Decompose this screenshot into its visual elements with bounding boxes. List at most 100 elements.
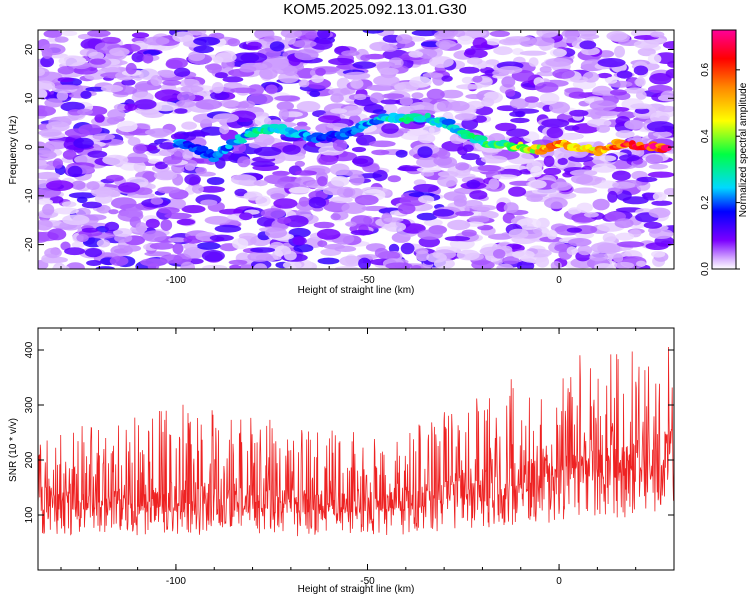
heatmap-cell xyxy=(407,129,429,136)
heatmap-cell xyxy=(298,79,310,88)
heatmap-cell xyxy=(334,266,359,269)
heatmap-cell xyxy=(411,265,422,269)
heatmap-cell xyxy=(219,125,230,135)
heatmap-cell xyxy=(350,78,364,89)
heatmap-cell xyxy=(288,227,311,238)
heatmap-cell xyxy=(463,49,488,59)
heatmap-cell xyxy=(309,90,321,98)
heatmap-cell xyxy=(43,30,63,38)
heatmap-cell xyxy=(440,89,464,99)
heatmap-cell xyxy=(650,111,670,124)
heatmap-cell xyxy=(546,229,558,240)
heatmap-cell xyxy=(316,228,341,240)
heatmap-cell xyxy=(100,84,124,93)
heatmap-cell xyxy=(561,36,582,44)
heatmap-cell xyxy=(594,110,620,117)
heatmap-cell xyxy=(447,100,470,112)
heatmap-cell xyxy=(535,255,550,268)
heatmap-cell xyxy=(570,76,589,83)
heatmap-cell xyxy=(195,167,207,175)
colorbar-label: Normalized spectral amplitude xyxy=(738,82,749,217)
heatmap-cell xyxy=(516,218,542,230)
heatmap-cell xyxy=(384,221,407,232)
heatmap-cell xyxy=(636,176,658,183)
heatmap-cell xyxy=(345,221,357,227)
heatmap-cell xyxy=(284,250,297,261)
heatmap-cell xyxy=(435,39,457,48)
heatmap-cell xyxy=(180,85,204,93)
heatmap-cell xyxy=(104,221,120,232)
heatmap-cell xyxy=(44,98,63,108)
heatmap-cell xyxy=(125,62,137,75)
heatmap-cell xyxy=(322,186,345,196)
heatmap-cell xyxy=(38,231,50,243)
heatmap-cell xyxy=(313,221,335,229)
heatmap-cell xyxy=(349,173,365,186)
ridge-point xyxy=(225,143,233,150)
heatmap-cell xyxy=(459,66,480,74)
colorbar-tick-label: 0.0 xyxy=(700,262,711,276)
heatmap-cell xyxy=(317,240,328,248)
heatmap-cell xyxy=(149,242,175,250)
heatmap-cell xyxy=(109,47,130,57)
heatmap-cell xyxy=(108,209,119,215)
heatmap-cell xyxy=(209,91,230,101)
heatmap-cell xyxy=(599,155,617,162)
heatmap-cell xyxy=(531,188,560,195)
spectrogram-frame xyxy=(37,29,675,270)
heatmap-cell xyxy=(456,84,483,90)
heatmap-cell xyxy=(505,89,516,97)
heatmap-cell xyxy=(566,227,583,233)
heatmap-cell xyxy=(96,239,111,248)
ridge-point xyxy=(196,145,209,152)
heatmap-cell xyxy=(247,251,272,262)
heatmap-cell xyxy=(611,170,631,181)
heatmap-cell xyxy=(308,196,327,209)
heatmap-cell xyxy=(61,201,77,208)
heatmap-cell xyxy=(336,77,350,90)
heatmap-cell xyxy=(550,181,572,191)
heatmap-cell xyxy=(147,263,160,269)
heatmap-cell xyxy=(154,89,183,102)
heatmap-cell xyxy=(388,57,404,68)
heatmap-cell xyxy=(343,71,371,80)
heatmap-cell xyxy=(81,227,99,233)
heatmap-cell xyxy=(541,118,570,128)
heatmap-cell xyxy=(456,249,480,261)
heatmap-cell xyxy=(180,261,195,269)
heatmap-cell xyxy=(109,256,129,266)
y-tick-label: 100 xyxy=(24,506,35,523)
heatmap-cell xyxy=(60,101,85,112)
heatmap-cell xyxy=(619,154,640,162)
heatmap-cell xyxy=(437,170,459,178)
heatmap-cell xyxy=(417,146,433,159)
heatmap-cell xyxy=(652,191,667,202)
heatmap-cell xyxy=(663,188,674,196)
heatmap-cell xyxy=(429,56,454,68)
heatmap-cell xyxy=(650,31,665,38)
heatmap-cell xyxy=(481,97,495,107)
heatmap-cell xyxy=(62,214,90,226)
heatmap-cell xyxy=(168,237,188,243)
heatmap-cell xyxy=(175,100,196,108)
heatmap-cell xyxy=(102,154,129,166)
heatmap-cell xyxy=(253,180,268,187)
heatmap-cell xyxy=(124,103,137,112)
heatmap-cell xyxy=(317,257,340,265)
heatmap-cell xyxy=(239,212,253,221)
heatmap-cell xyxy=(123,208,143,219)
heatmap-cell xyxy=(132,144,147,154)
heatmap-cell xyxy=(174,108,188,114)
y-tick-label: 10 xyxy=(24,92,35,104)
heatmap-cell xyxy=(388,243,400,254)
heatmap-cell xyxy=(536,71,557,77)
heatmap-cell xyxy=(380,99,401,105)
heatmap-cell xyxy=(293,244,314,253)
heatmap-cell xyxy=(592,163,617,173)
heatmap-cell xyxy=(193,36,221,46)
heatmap-cell xyxy=(546,127,564,139)
heatmap-cell xyxy=(437,175,458,188)
heatmap-cell xyxy=(38,198,53,205)
heatmap-cell xyxy=(58,55,87,67)
heatmap-cell xyxy=(505,128,530,138)
